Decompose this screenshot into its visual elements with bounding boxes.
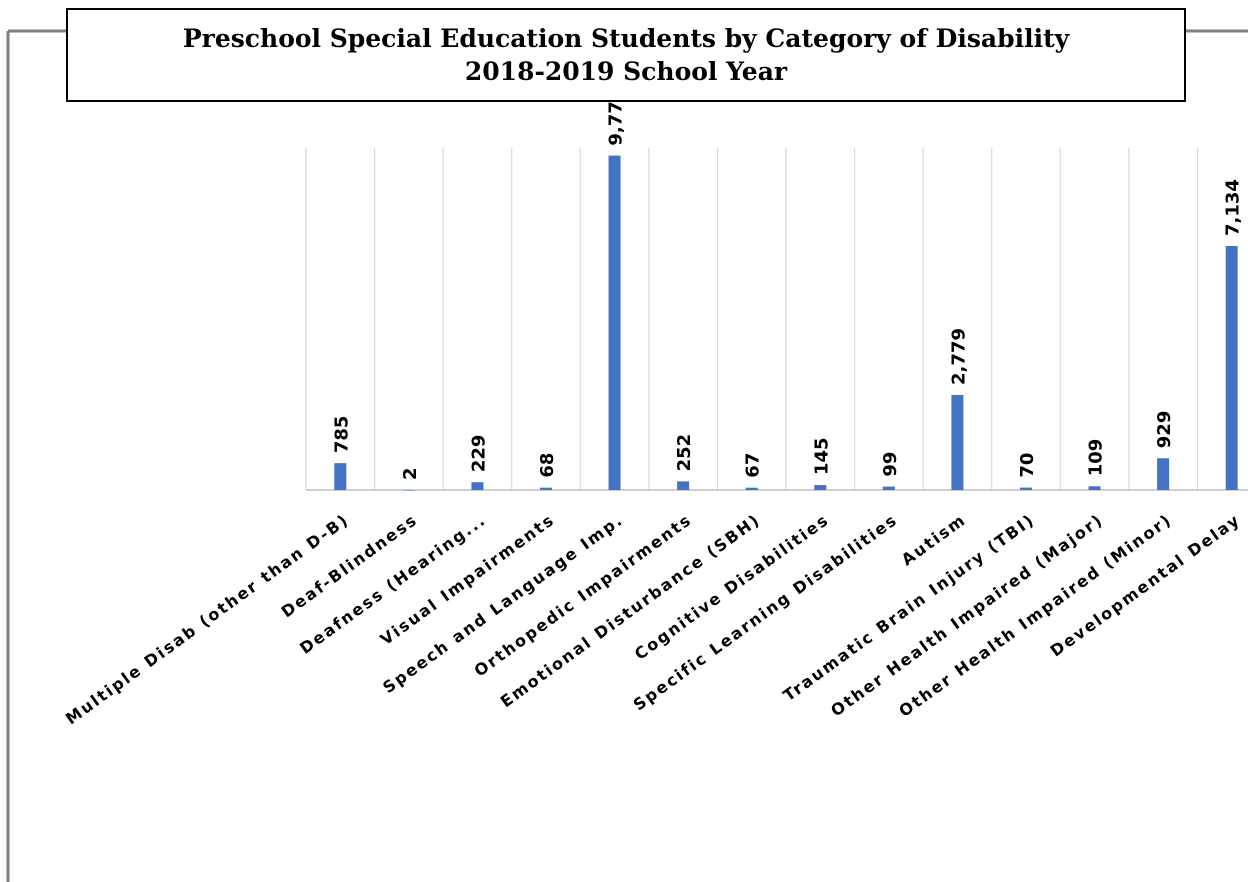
bar (402, 489, 415, 491)
data-label: 9,777 (606, 89, 627, 146)
data-label: 7,134 (1223, 179, 1244, 236)
data-label: 67 (743, 453, 764, 478)
data-labels: 785 2 229 68 9,777 252 67 145 99 2,779 70 109 929 7,1… (331, 89, 1243, 480)
category-label: Multiple Disab (other than D-B) (62, 510, 353, 728)
bar (951, 394, 964, 490)
bar (608, 155, 621, 491)
bar (814, 485, 827, 490)
outer-frame (6, 29, 1248, 882)
data-label: 70 (1017, 453, 1038, 478)
bar (1019, 487, 1032, 490)
data-label: 99 (880, 452, 901, 477)
chart-title-box: Preschool Special Education Students by … (66, 8, 1186, 102)
category-label: Traumatic Brain Injury (TBI) (780, 510, 1039, 705)
bar (539, 487, 552, 490)
bar (1088, 486, 1101, 490)
chart-subtitle: 2018-2019 School Year (464, 57, 788, 86)
category-labels: Multiple Disab (other than D-B)Deaf-Blin… (62, 510, 1244, 728)
bar (1225, 246, 1238, 490)
data-label: 252 (674, 434, 695, 472)
data-label: 2 (400, 467, 421, 480)
bar (471, 482, 484, 490)
bar (677, 481, 690, 490)
data-label: 68 (537, 453, 558, 478)
data-label: 109 (1086, 439, 1107, 477)
gridlines (305, 148, 1248, 491)
data-label: 2,779 (948, 328, 969, 385)
bar (334, 463, 347, 490)
bar (745, 487, 758, 490)
data-label: 145 (811, 437, 832, 475)
data-label: 785 (331, 416, 352, 454)
bars (334, 155, 1238, 491)
bar (1157, 458, 1170, 490)
data-label: 229 (468, 435, 489, 473)
data-label: 929 (1154, 411, 1175, 449)
category-label: Speech and Language Imp. (379, 510, 627, 697)
chart-title: Preschool Special Education Students by … (182, 24, 1070, 53)
bar (882, 486, 895, 490)
